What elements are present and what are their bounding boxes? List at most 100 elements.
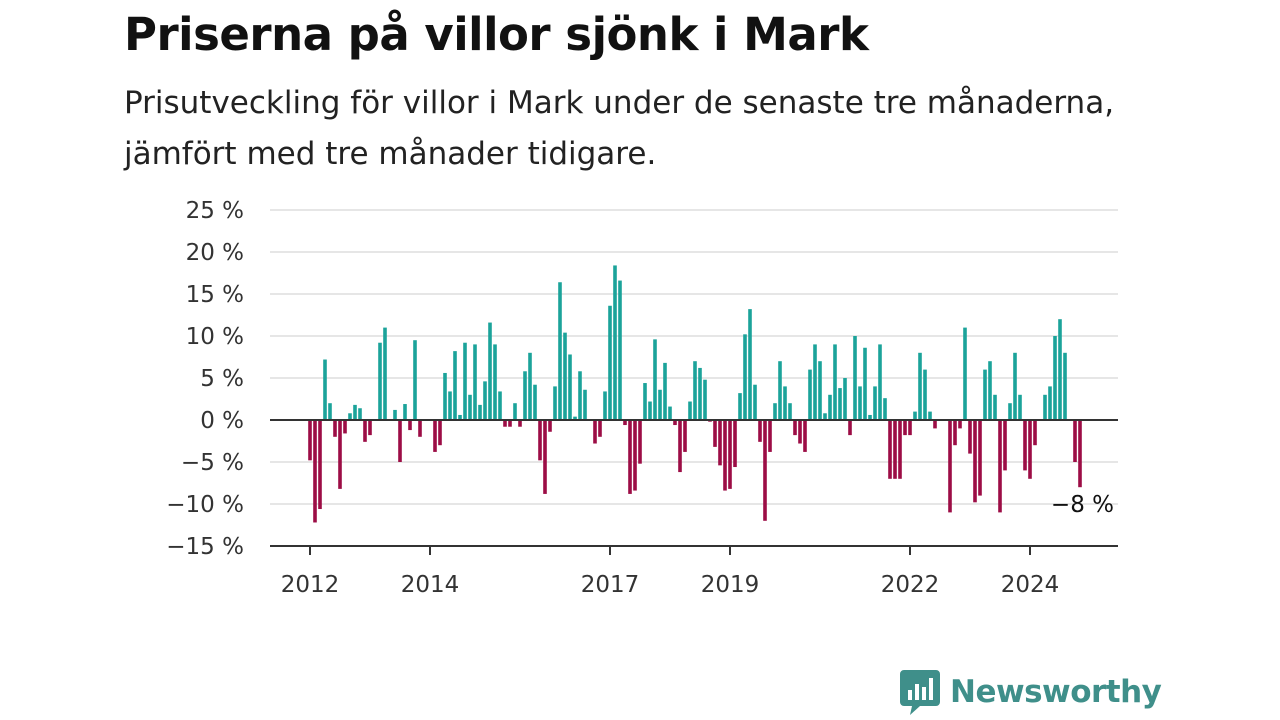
bar [888, 420, 892, 479]
bar [663, 362, 667, 420]
bar [643, 383, 647, 420]
y-tick-label: 15 % [186, 282, 244, 308]
bar [908, 420, 912, 436]
bar [778, 361, 782, 420]
bar [608, 305, 612, 420]
grid-lines [270, 209, 1118, 505]
bar [993, 394, 997, 420]
bar [658, 389, 662, 420]
bars [308, 265, 1082, 523]
bar [518, 420, 522, 427]
bar [763, 420, 767, 521]
last-value-label: −8 % [1051, 492, 1114, 518]
bar [838, 388, 842, 420]
bar [988, 361, 992, 420]
y-tick-label: −15 % [166, 534, 244, 560]
bar [338, 420, 342, 489]
bar [1053, 336, 1057, 420]
bar [478, 404, 482, 420]
bar [448, 391, 452, 420]
bar [948, 420, 952, 513]
bar [693, 361, 697, 420]
bar [493, 344, 497, 420]
bar [758, 420, 762, 442]
bar [968, 420, 972, 454]
bar [998, 420, 1002, 513]
bar [443, 372, 447, 420]
bar [623, 420, 627, 426]
bar [1058, 319, 1062, 420]
bar [823, 413, 827, 420]
bar [568, 354, 572, 420]
bar [873, 386, 877, 420]
bar [398, 420, 402, 462]
bar [913, 411, 917, 420]
bar [368, 420, 372, 436]
bar [828, 394, 832, 420]
bar [358, 408, 362, 420]
bar [698, 367, 702, 420]
axes [270, 419, 1118, 547]
bar [833, 344, 837, 420]
bar [883, 398, 887, 420]
bar [928, 411, 932, 420]
bar [1018, 394, 1022, 420]
bar [328, 403, 332, 420]
bar [813, 344, 817, 420]
bar [378, 342, 382, 420]
bar [433, 420, 437, 452]
y-tick-label: 5 % [200, 366, 244, 392]
y-tick-label: 10 % [186, 324, 244, 350]
bar [458, 414, 462, 420]
brand-name: Newsworthy [950, 674, 1162, 710]
bar [918, 352, 922, 420]
bar [393, 409, 397, 420]
bar [703, 379, 707, 420]
bar [798, 420, 802, 444]
bar [313, 420, 317, 523]
bar [723, 420, 727, 491]
bar [733, 420, 737, 468]
bar [538, 420, 542, 461]
bar [1023, 420, 1027, 471]
bar [803, 420, 807, 452]
bar [788, 403, 792, 420]
bar [353, 404, 357, 420]
bar [533, 384, 537, 420]
bar [318, 420, 322, 510]
bar [683, 420, 687, 452]
bar [738, 393, 742, 420]
bar [543, 420, 547, 494]
bar [848, 420, 852, 436]
bar [858, 386, 862, 420]
bar [678, 420, 682, 473]
bar [688, 401, 692, 420]
bar [613, 265, 617, 420]
bar [348, 413, 352, 420]
bar [898, 420, 902, 479]
bar [958, 420, 962, 429]
bar [453, 351, 457, 420]
bar [528, 352, 532, 420]
bar [578, 371, 582, 420]
bar [503, 420, 507, 427]
bar [893, 420, 897, 479]
newsworthy-logo-icon [900, 670, 940, 715]
bar [508, 420, 512, 427]
x-tick-label: 2014 [401, 572, 460, 598]
bar [973, 420, 977, 503]
chart-title: Priserna på villor sjönk i Mark [124, 8, 869, 61]
bar [408, 420, 412, 431]
bar [498, 391, 502, 420]
bar [843, 378, 847, 420]
bar [1063, 352, 1067, 420]
bar [628, 420, 632, 494]
x-tick-label: 2024 [1001, 572, 1060, 598]
bar [1073, 420, 1077, 462]
x-axis: 2012 2014 2017 2019 2022 2024 [281, 546, 1060, 598]
y-tick-label: 20 % [186, 240, 244, 266]
bar [673, 420, 677, 426]
bar [853, 336, 857, 420]
bar [653, 339, 657, 420]
bar [1028, 420, 1032, 479]
